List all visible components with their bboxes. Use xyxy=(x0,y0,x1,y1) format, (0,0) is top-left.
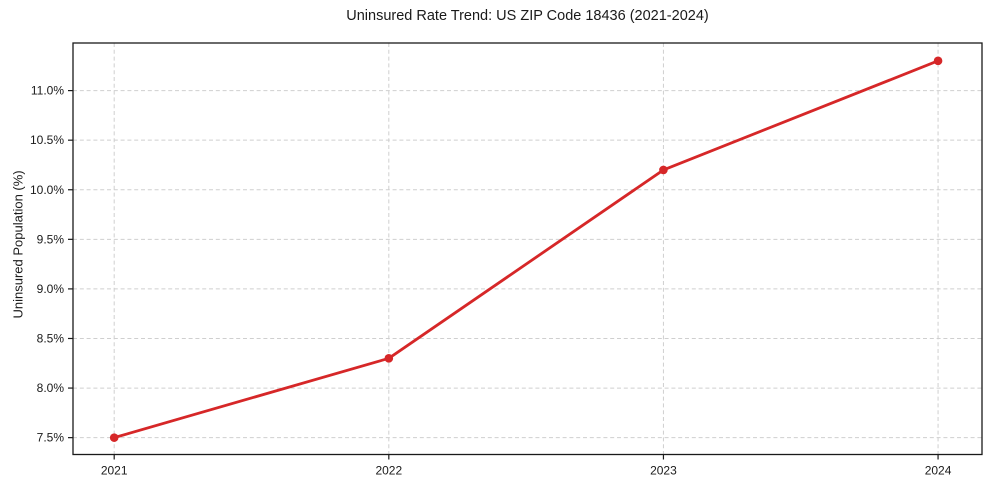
y-tick-label: 8.5% xyxy=(37,331,65,345)
y-tick-label: 9.0% xyxy=(37,282,65,296)
y-tick-label: 11.0% xyxy=(31,84,64,98)
data-point xyxy=(659,165,668,175)
trend-line xyxy=(112,59,940,440)
data-point xyxy=(109,433,119,442)
x-tick-label: 2021 xyxy=(101,464,128,478)
data-point xyxy=(384,354,394,363)
y-tick-label: 8.0% xyxy=(37,381,65,395)
chart-title: Uninsured Rate Trend: US ZIP Code 18436 … xyxy=(346,8,709,24)
x-tick-label: 2023 xyxy=(650,464,677,478)
y-tick-label: 7.5% xyxy=(37,431,65,445)
data-point xyxy=(933,56,943,66)
plot-border xyxy=(72,42,983,456)
x-tick-label: 2024 xyxy=(925,464,952,478)
y-tick-label: 10.5% xyxy=(30,133,64,147)
x-tick-label: 2022 xyxy=(375,464,402,478)
y-tick-label: 9.5% xyxy=(37,232,65,246)
y-tick-label: 10.0% xyxy=(30,183,64,197)
